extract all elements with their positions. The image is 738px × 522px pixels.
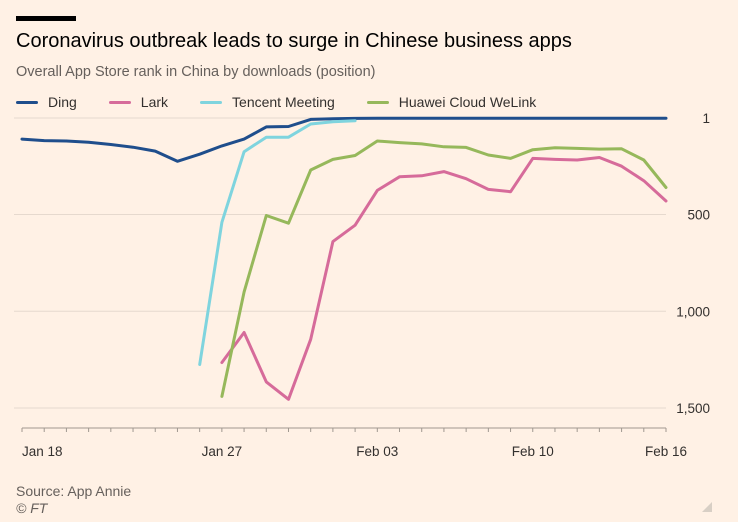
x-tick-label: Jan 18: [22, 444, 63, 459]
legend-label: Huawei Cloud WeLink: [398, 94, 537, 110]
legend-swatch: [108, 100, 131, 104]
source-note: Source: App Annie: [16, 483, 132, 499]
series-line-huawei-cloud-welink: [220, 139, 668, 398]
legend-item-huawei-cloud-welink: Huawei Cloud WeLink: [366, 94, 537, 110]
x-tick-label: Feb 03: [356, 444, 398, 459]
legend-label: Lark: [140, 94, 169, 110]
y-tick-label: 1,500: [676, 401, 710, 416]
series-line-ding: [20, 116, 668, 163]
resize-corner-icon: [702, 502, 712, 512]
legend-item-ding: Ding: [16, 94, 77, 110]
chart-title: Coronavirus outbreak leads to surge in C…: [16, 30, 572, 52]
x-tick-label: Jan 27: [202, 444, 243, 459]
chart-legend: Ding Lark Tencent Meeting Huawei Cloud WeLi…: [16, 94, 568, 110]
copyright-note: © FT: [16, 500, 48, 516]
x-tick-label: Feb 10: [512, 444, 554, 459]
series-line-tencent-meeting: [198, 119, 357, 366]
legend-swatch: [366, 100, 389, 104]
y-tick-label: 1: [702, 111, 710, 126]
legend-label: Tencent Meeting: [232, 94, 335, 110]
legend-item-tencent-meeting: Tencent Meeting: [200, 94, 335, 110]
legend-label: Ding: [48, 94, 77, 110]
legend-item-lark: Lark: [108, 94, 169, 110]
line-chart: 1 500 1,000 1,500 Jan 18 Jan 27 Feb 03 Feb 10 Fe…: [14, 111, 710, 459]
ft-top-bar: [16, 16, 76, 21]
legend-swatch: [200, 100, 223, 104]
series-line-lark: [220, 156, 668, 401]
x-tick-label: Feb 16: [645, 444, 687, 459]
chart-subtitle: Overall App Store rank in China by downl…: [16, 64, 376, 80]
legend-swatch: [16, 100, 38, 104]
y-tick-label: 500: [687, 208, 710, 223]
y-tick-label: 1,000: [676, 304, 710, 319]
